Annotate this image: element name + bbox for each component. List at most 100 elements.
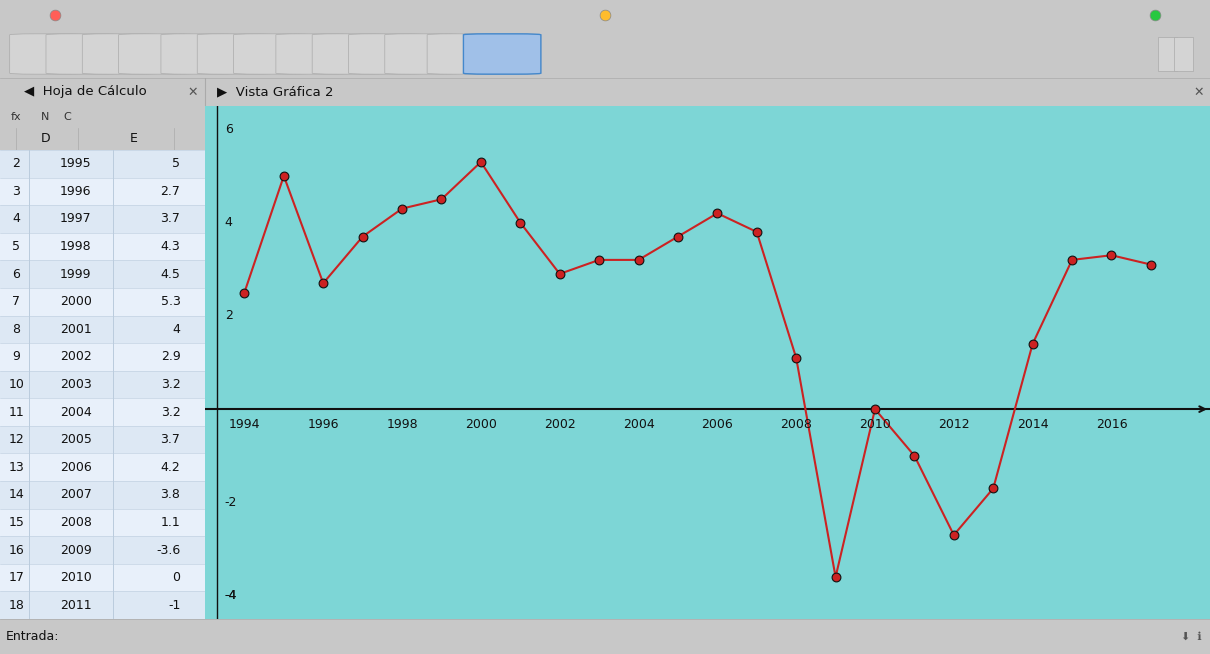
Text: 1996: 1996	[60, 185, 92, 198]
Text: 3.2: 3.2	[161, 378, 180, 391]
Text: 6: 6	[12, 267, 21, 281]
Text: 6: 6	[225, 123, 232, 136]
Bar	[0, 178, 204, 205]
FancyBboxPatch shape	[463, 34, 541, 74]
Point	[1141, 260, 1160, 270]
Text: 4.5: 4.5	[161, 267, 180, 281]
Text: -4: -4	[225, 589, 237, 602]
Point	[708, 208, 727, 218]
Text: 1998: 1998	[386, 417, 417, 430]
Point	[551, 269, 570, 279]
Bar	[0, 453, 204, 481]
Bar	[0, 288, 204, 315]
Text: 2002: 2002	[543, 417, 576, 430]
Text: 1.1: 1.1	[161, 516, 180, 529]
Point	[865, 404, 885, 415]
Point	[905, 451, 924, 461]
Text: 0: 0	[172, 571, 180, 584]
Text: -2: -2	[225, 496, 237, 509]
Point	[353, 232, 373, 242]
Text: 1997: 1997	[60, 213, 92, 226]
Point	[392, 203, 411, 214]
FancyBboxPatch shape	[161, 34, 238, 74]
Bar	[0, 398, 204, 426]
Point	[944, 530, 963, 540]
Text: 2006: 2006	[702, 417, 733, 430]
Text: ✕: ✕	[1193, 86, 1204, 99]
FancyBboxPatch shape	[312, 34, 390, 74]
Text: 2016: 2016	[1095, 417, 1128, 430]
Text: 2.7: 2.7	[161, 185, 180, 198]
Text: 13: 13	[8, 461, 24, 473]
FancyBboxPatch shape	[197, 34, 275, 74]
Text: 14: 14	[8, 489, 24, 502]
Point	[1062, 254, 1082, 265]
Text: 4.2: 4.2	[161, 461, 180, 473]
Bar	[0, 426, 204, 453]
FancyBboxPatch shape	[276, 34, 353, 74]
Bar	[0, 260, 204, 288]
Point	[1102, 250, 1122, 260]
Text: 4.3: 4.3	[161, 240, 180, 253]
Point	[786, 353, 806, 363]
FancyBboxPatch shape	[463, 34, 541, 74]
Point	[668, 232, 687, 242]
Text: ▶  Vista Gráfica 2: ▶ Vista Gráfica 2	[217, 86, 334, 99]
Text: 2000: 2000	[60, 295, 92, 308]
Point	[432, 194, 451, 205]
Point	[45, 10, 64, 20]
Text: 9: 9	[12, 351, 21, 364]
Text: 3.7: 3.7	[161, 213, 180, 226]
Bar	[0, 371, 204, 398]
Text: -1: -1	[168, 598, 180, 611]
Text: 2000: 2000	[465, 417, 497, 430]
Text: 2008: 2008	[780, 417, 812, 430]
Text: N: N	[41, 112, 50, 122]
Text: 17: 17	[8, 571, 24, 584]
Bar	[0, 343, 204, 371]
Point	[826, 572, 846, 582]
Text: 2010: 2010	[60, 571, 92, 584]
Text: 1996: 1996	[307, 417, 339, 430]
Text: 8: 8	[12, 323, 21, 336]
Bar	[0, 536, 204, 564]
Text: -3.6: -3.6	[156, 543, 180, 557]
Point	[275, 171, 294, 181]
FancyBboxPatch shape	[348, 34, 426, 74]
Text: 3.8: 3.8	[161, 489, 180, 502]
FancyBboxPatch shape	[1174, 37, 1193, 71]
Text: 2014: 2014	[1016, 417, 1048, 430]
FancyBboxPatch shape	[1158, 37, 1177, 71]
Text: 2002: 2002	[60, 351, 92, 364]
Text: 15: 15	[8, 516, 24, 529]
Point	[595, 10, 615, 20]
Text: 2012: 2012	[938, 417, 969, 430]
Bar	[0, 481, 204, 509]
Text: 12: 12	[8, 433, 24, 446]
Text: 3: 3	[12, 185, 21, 198]
Text: Entrada:: Entrada:	[6, 630, 59, 643]
Text: fx: fx	[11, 112, 22, 122]
Text: 5.3: 5.3	[161, 295, 180, 308]
Text: -4: -4	[225, 589, 237, 602]
Text: 1995: 1995	[60, 158, 92, 170]
Text: 3.2: 3.2	[161, 405, 180, 419]
Text: 2: 2	[225, 309, 232, 322]
Bar	[0, 509, 204, 536]
Text: 5: 5	[172, 158, 180, 170]
Bar	[0, 591, 204, 619]
FancyBboxPatch shape	[82, 34, 160, 74]
Text: ◀  Hoja de Cálculo: ◀ Hoja de Cálculo	[24, 86, 146, 99]
Text: 16: 16	[8, 543, 24, 557]
Text: 10: 10	[8, 378, 24, 391]
Text: 4: 4	[173, 323, 180, 336]
Text: D: D	[40, 133, 50, 145]
Point	[235, 287, 254, 298]
Text: 2005: 2005	[60, 433, 92, 446]
Point	[1022, 339, 1042, 349]
Text: E: E	[129, 133, 137, 145]
Text: 18: 18	[8, 598, 24, 611]
Point	[1146, 10, 1165, 20]
Text: 2001: 2001	[60, 323, 92, 336]
Text: 11: 11	[8, 405, 24, 419]
